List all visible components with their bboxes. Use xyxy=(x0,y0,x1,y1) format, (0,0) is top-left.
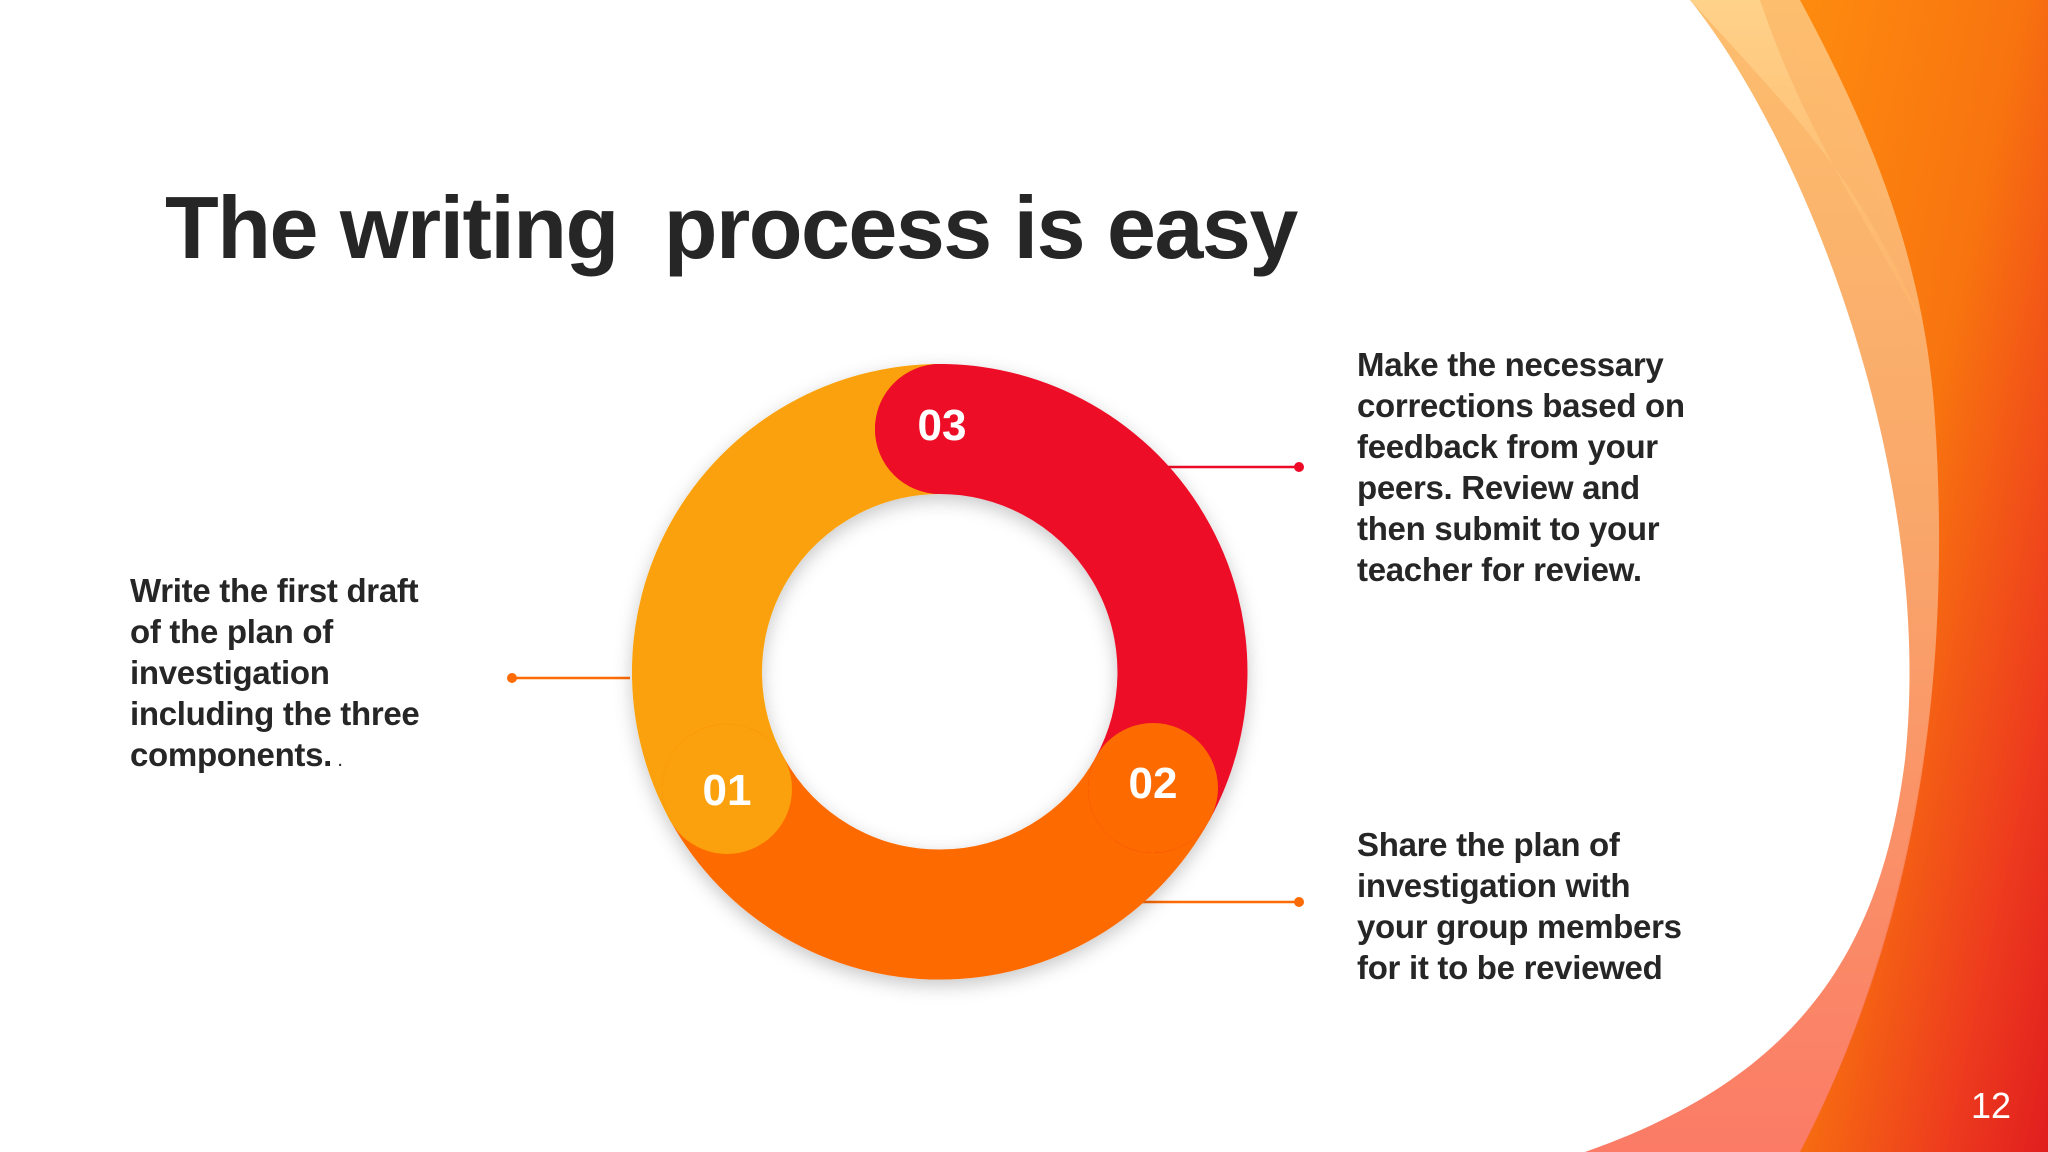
ring-cap-03 xyxy=(875,364,1005,494)
connector-step-03 xyxy=(1160,462,1304,472)
page-number: 12 xyxy=(1970,1085,2011,1126)
step-number-03: 03 xyxy=(918,401,967,450)
step-01-text: Write the first draft of the plan of inv… xyxy=(130,572,420,773)
slide-title: The writing process is easy xyxy=(165,178,1298,277)
ring-segment-03 xyxy=(875,364,1248,853)
ring-segment-02 xyxy=(662,723,1218,980)
step-number-01: 01 xyxy=(703,766,752,815)
step-02-description: Share the plan of investigation with you… xyxy=(1357,826,1682,986)
step-01-trailing-mark: . xyxy=(332,749,343,771)
step-03-description: Make the necessary corrections based on … xyxy=(1357,346,1685,588)
swoosh-front-layer xyxy=(1800,0,2048,1152)
connector-step-02 xyxy=(1140,897,1304,907)
ring-cap-02 xyxy=(1088,723,1218,853)
connector-step-01 xyxy=(507,673,630,683)
step-number-02: 02 xyxy=(1129,759,1178,808)
ring-cap-01 xyxy=(662,724,792,854)
step-01-description: Write the first draft of the plan of inv… xyxy=(130,570,450,781)
ring-segment-01 xyxy=(632,364,1005,854)
